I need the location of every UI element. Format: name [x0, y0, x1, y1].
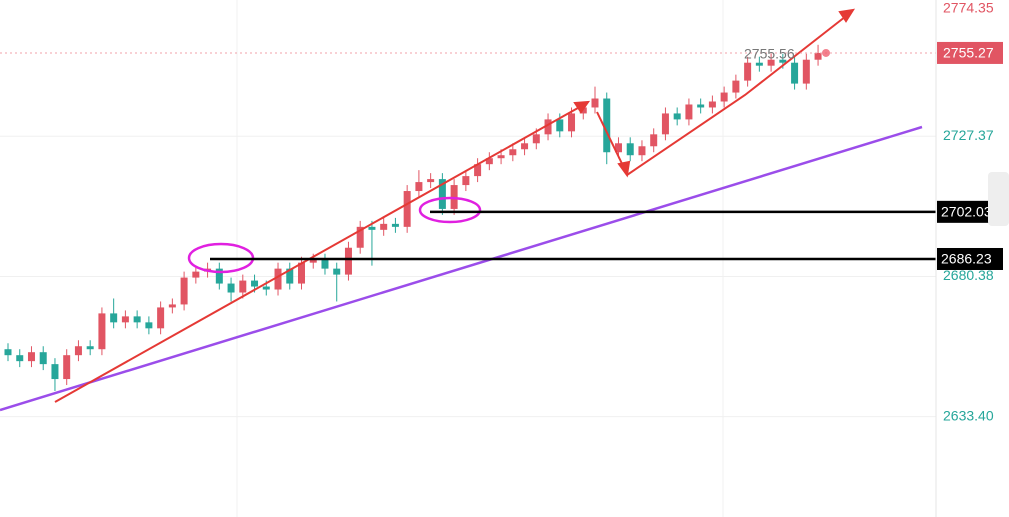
candle-body	[485, 158, 493, 165]
candle-body	[497, 155, 505, 159]
candle-body	[720, 92, 728, 102]
highlight-ellipse	[418, 196, 482, 224]
candle-body	[51, 364, 59, 380]
current-price-box	[937, 41, 1003, 64]
scroll-handle	[988, 172, 1009, 226]
candle-body	[192, 271, 200, 278]
candle-body	[27, 352, 35, 362]
arrowhead	[617, 160, 631, 178]
candle-body	[180, 277, 188, 305]
level-box	[937, 200, 1003, 223]
arrowhead	[838, 8, 856, 23]
candle-body	[356, 226, 364, 248]
candle-body	[321, 259, 329, 269]
candle-body	[333, 268, 341, 275]
candle-body	[133, 316, 141, 323]
candle-body	[403, 191, 411, 227]
candle-body	[532, 134, 540, 144]
candle-body	[380, 223, 388, 230]
candle-body	[767, 59, 775, 66]
arrow	[54, 103, 586, 403]
candle-body	[744, 62, 752, 81]
candle-body	[685, 104, 693, 120]
current-price-label: 2755.27	[943, 45, 994, 61]
candle-body	[556, 119, 564, 132]
candle-body	[474, 164, 482, 177]
candle-body	[39, 352, 47, 365]
candle-body	[145, 322, 153, 329]
trend-arrows	[54, 8, 856, 403]
level-label: 2686.23	[941, 251, 992, 267]
y-tick-label: 2633.40	[943, 407, 994, 423]
candle-body	[661, 113, 669, 135]
candle-body	[462, 176, 470, 186]
candle-body	[708, 101, 716, 108]
candle-body	[286, 268, 294, 284]
arrow	[626, 12, 851, 176]
candle-body	[568, 113, 576, 132]
candle-body	[63, 355, 71, 380]
level-label: 2702.03	[941, 204, 992, 220]
candle-body	[309, 259, 317, 263]
support-trendline	[0, 125, 923, 412]
candle-body	[427, 179, 435, 183]
candle-body	[814, 52, 822, 60]
candle-body	[239, 280, 247, 293]
candle-body	[98, 313, 106, 350]
levels: 2755.27 2755.56 2702.03 2686.23	[0, 41, 1003, 270]
candle-body	[391, 223, 399, 227]
candle-body	[650, 134, 658, 147]
candle-body	[603, 98, 611, 153]
candle-body	[614, 143, 622, 153]
level-box	[937, 247, 1003, 270]
candle-body	[110, 313, 118, 323]
y-tick-label: 2774.35	[943, 0, 994, 16]
candle-body	[697, 104, 705, 108]
current-price-dot	[822, 48, 830, 57]
candle-body	[415, 182, 423, 192]
candle-body	[16, 355, 24, 362]
candle-body	[368, 226, 376, 230]
candle-body	[274, 268, 282, 290]
y-tick-label: 2680.38	[943, 267, 994, 283]
candle-body	[157, 307, 165, 329]
candle-body	[251, 280, 259, 287]
high-marker-label: 2755.56	[744, 46, 795, 62]
candle-body	[509, 149, 517, 156]
price-axis: 2633.40 2680.38 2727.37 2774.35	[943, 0, 994, 423]
candle-body	[521, 143, 529, 150]
candle-body	[626, 143, 634, 156]
candle-body	[802, 59, 810, 84]
candle-body	[298, 262, 305, 284]
candle-body	[227, 283, 235, 293]
candle-body	[344, 247, 352, 275]
candle-body	[215, 268, 223, 284]
candle-body	[591, 98, 599, 108]
candle-body	[438, 179, 446, 209]
candle-body	[86, 346, 94, 350]
grid	[0, 135, 936, 418]
candle-body	[121, 316, 129, 323]
candle-body	[779, 59, 787, 63]
candle-body	[791, 62, 799, 84]
candle-body	[74, 346, 82, 356]
candle-body	[262, 286, 270, 290]
candle-body	[544, 119, 552, 135]
arrowhead	[573, 100, 591, 114]
candle-body	[673, 113, 681, 120]
candle-body	[168, 304, 176, 308]
y-tick-label: 2727.37	[943, 127, 994, 143]
candle-body	[755, 62, 763, 66]
candle-body	[4, 349, 12, 356]
candle-body	[638, 146, 646, 156]
arrow	[596, 111, 627, 173]
candle-body	[732, 80, 740, 93]
